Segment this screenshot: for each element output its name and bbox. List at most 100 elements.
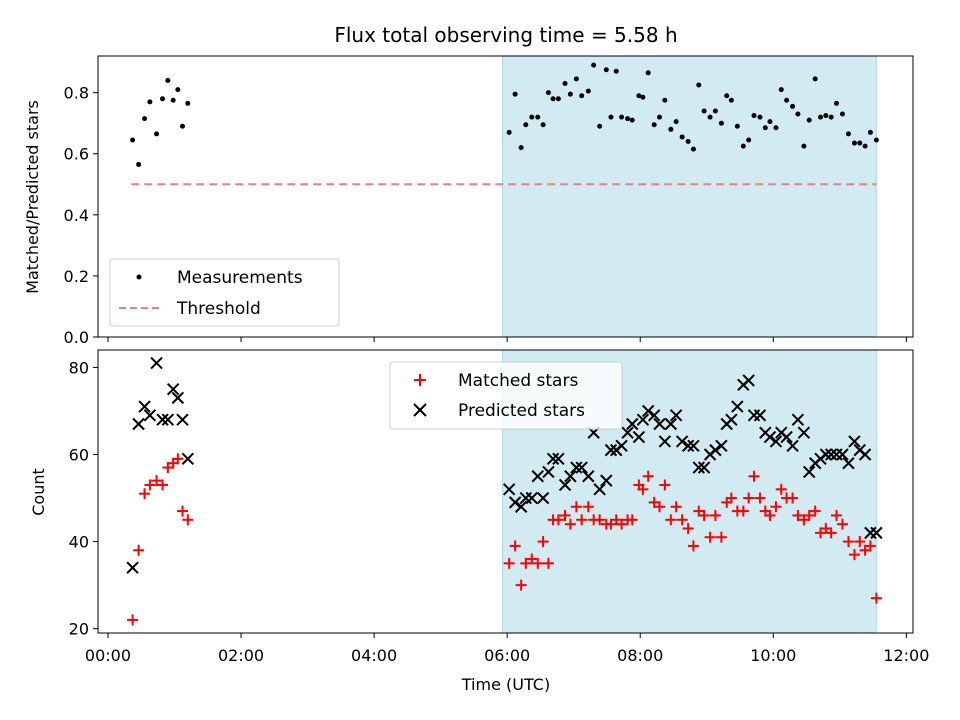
x-b bbox=[150, 356, 163, 370]
chart-title: Flux total observing time = 5.58 h bbox=[334, 23, 677, 47]
measurement-point bbox=[857, 140, 863, 146]
measurement-point bbox=[823, 113, 829, 119]
measurement-point bbox=[757, 114, 763, 120]
measurement-point bbox=[529, 114, 535, 120]
x-b bbox=[626, 417, 639, 431]
matched-star-point bbox=[698, 509, 710, 521]
predicted-star-point bbox=[156, 413, 169, 426]
matched-star-point bbox=[509, 540, 521, 552]
predicted-star-point bbox=[848, 435, 861, 448]
measurement-point bbox=[718, 120, 724, 126]
x-b bbox=[658, 435, 672, 448]
measurement-point bbox=[734, 123, 740, 129]
x-tick-label: 08:00 bbox=[617, 646, 663, 665]
predicted-star-point bbox=[150, 356, 163, 370]
bottom-x-ticks: 00:00 02:00 04:00 06:00 08:00 10:00 12:00 bbox=[85, 633, 929, 665]
measurement-point bbox=[746, 137, 752, 143]
matched-star-point bbox=[737, 505, 749, 517]
measurement-point bbox=[597, 123, 603, 129]
measurement-point bbox=[657, 114, 663, 120]
x-b bbox=[791, 413, 805, 426]
top-legend-box bbox=[109, 258, 340, 327]
matched-star-point bbox=[854, 536, 866, 548]
x-b bbox=[642, 404, 655, 418]
predicted-star-point bbox=[531, 470, 544, 483]
measurement-point bbox=[179, 123, 185, 129]
measurement-points bbox=[130, 62, 879, 167]
matched-star-point bbox=[842, 536, 854, 548]
top-y-ticks: 0.0 0.2 0.4 0.6 0.8 bbox=[64, 84, 98, 347]
x-b bbox=[731, 400, 744, 413]
predicted-star-point bbox=[653, 417, 666, 431]
measurement-point bbox=[175, 87, 181, 93]
matched-star-point bbox=[864, 540, 876, 552]
y-tick-label: 60 bbox=[69, 445, 89, 464]
matched-star-point bbox=[704, 531, 716, 543]
matched-star-point bbox=[870, 592, 882, 604]
predicted-star-point bbox=[769, 435, 783, 448]
measurement-point bbox=[573, 76, 579, 82]
predicted-star-point bbox=[636, 413, 650, 426]
matched-star-point bbox=[626, 514, 638, 526]
measurement-point bbox=[801, 143, 807, 149]
predicted-star-point bbox=[858, 448, 872, 461]
matched-star-point bbox=[144, 479, 156, 491]
measurement-point bbox=[839, 111, 845, 117]
x-b bbox=[675, 435, 689, 448]
x-b bbox=[697, 461, 711, 474]
bottom-y-axis-label: Count bbox=[29, 468, 48, 516]
x-b bbox=[161, 413, 175, 426]
measurement-point bbox=[640, 94, 646, 100]
matched-star-point bbox=[616, 518, 628, 530]
predicted-star-point bbox=[143, 409, 157, 422]
matched-star-point bbox=[176, 505, 188, 517]
top-x-ticks bbox=[107, 337, 907, 342]
measurement-point bbox=[636, 93, 642, 99]
measurement-point bbox=[828, 114, 834, 120]
measurement-point bbox=[562, 80, 568, 86]
x-b bbox=[564, 470, 577, 483]
predicted-star-point bbox=[593, 483, 606, 496]
measurement-point bbox=[724, 93, 730, 99]
measurement-point bbox=[147, 99, 153, 105]
matched-star-point bbox=[676, 514, 688, 526]
measurement-point bbox=[812, 76, 818, 82]
matched-star-point bbox=[725, 492, 737, 504]
predicted-star-point bbox=[709, 443, 722, 457]
bottom-y-ticks: 20 40 60 80 bbox=[69, 358, 98, 639]
matched-star-point bbox=[775, 483, 787, 495]
x-b bbox=[824, 448, 838, 461]
measurement-point bbox=[668, 126, 674, 132]
measurement-point bbox=[165, 77, 171, 83]
predicted-star-point bbox=[780, 430, 793, 444]
legend-measurements-marker bbox=[136, 274, 142, 280]
measurement-point bbox=[506, 129, 512, 135]
measurement-point bbox=[867, 129, 873, 135]
measurement-point bbox=[728, 97, 734, 103]
measurement-point bbox=[762, 125, 768, 131]
predicted-star-point bbox=[600, 474, 613, 487]
matched-star-point bbox=[687, 540, 699, 552]
x-b bbox=[531, 470, 544, 483]
predicted-star-point bbox=[870, 526, 883, 540]
legend-matched-marker bbox=[414, 374, 426, 386]
x-b bbox=[632, 430, 646, 444]
matched-star-point bbox=[151, 475, 163, 487]
matched-star-point bbox=[552, 514, 564, 526]
legend-predicted-marker bbox=[413, 403, 427, 417]
matched-star-point bbox=[803, 509, 815, 521]
matched-star-point bbox=[532, 557, 544, 569]
matched-star-point bbox=[526, 553, 538, 565]
x-b bbox=[870, 526, 883, 540]
x-b bbox=[669, 409, 683, 422]
measurement-point bbox=[662, 97, 668, 103]
measurement-point bbox=[690, 146, 696, 152]
predicted-star-point bbox=[132, 417, 145, 431]
predicted-star-point bbox=[658, 435, 672, 448]
predicted-star-point bbox=[558, 478, 572, 492]
predicted-star-point bbox=[715, 439, 728, 452]
x-b bbox=[536, 491, 550, 505]
matched-star-point bbox=[182, 514, 194, 526]
x-b bbox=[715, 439, 728, 452]
x-b bbox=[664, 417, 678, 431]
